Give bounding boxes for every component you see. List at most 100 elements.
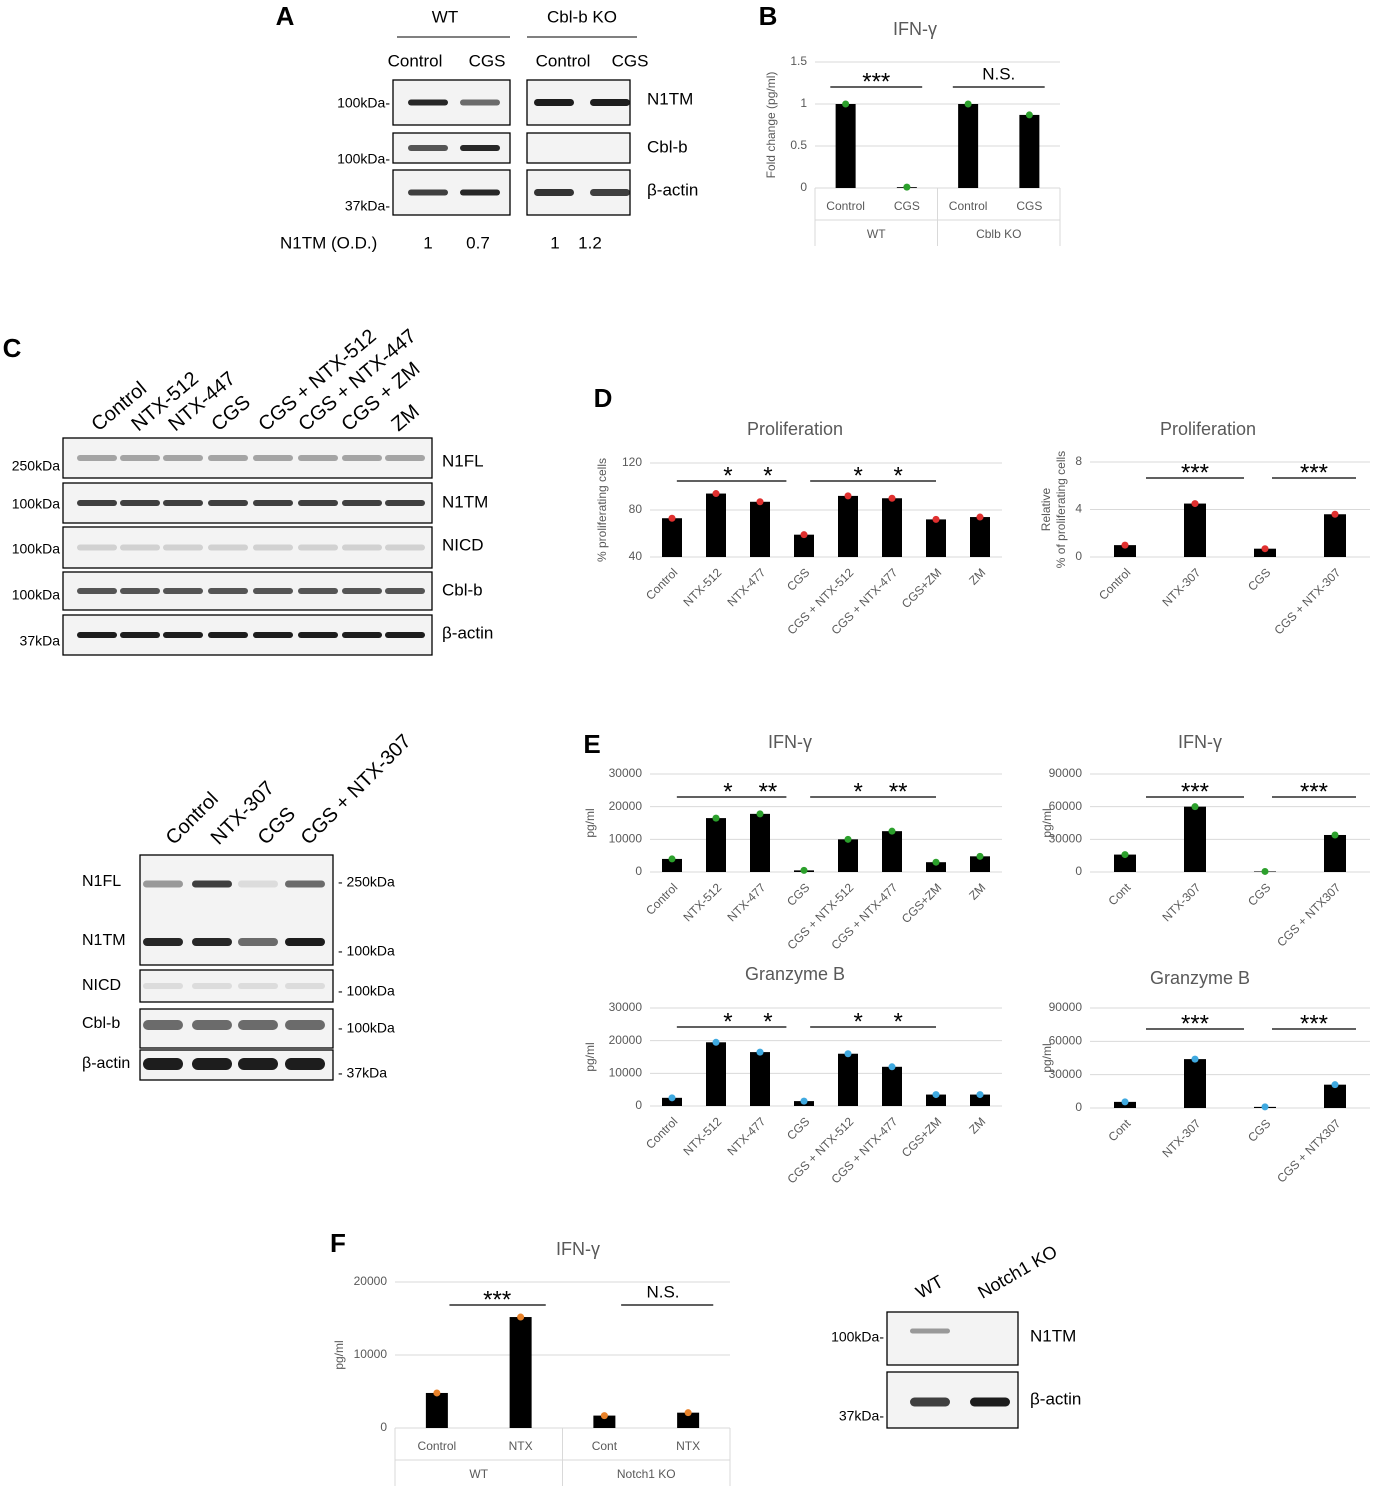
bar: [926, 519, 946, 557]
chart-title: IFN-γ: [768, 732, 812, 752]
blot-band: [120, 500, 160, 506]
significance-label: ***: [1300, 1010, 1328, 1037]
significance-label: **: [759, 778, 778, 805]
x-tick-label: NTX-512: [681, 880, 725, 924]
bar: [750, 813, 770, 872]
significance-label: ***: [1300, 459, 1328, 486]
significance-label: *: [853, 1008, 862, 1035]
x-tick-label: CGS: [784, 565, 812, 593]
blot-band: [120, 544, 160, 551]
group-label: WT: [469, 1467, 488, 1481]
chart-title: IFN-γ: [893, 19, 937, 39]
row-label: β-actin: [82, 1055, 130, 1072]
blot-band: [285, 983, 325, 989]
x-tick-label: Cont: [1106, 880, 1134, 908]
y-tick-label: 30000: [609, 1000, 643, 1014]
data-point: [1261, 1103, 1269, 1111]
x-tick-label: Cont: [592, 1439, 618, 1453]
data-point: [888, 494, 896, 502]
y-tick-label: 40: [629, 549, 643, 563]
quant-value: 0.7: [466, 233, 490, 252]
marker-label: 37kDa-: [345, 198, 390, 214]
bar: [970, 856, 990, 872]
y-tick-label: 120: [622, 455, 642, 469]
group-label: Notch1 KO: [617, 1467, 676, 1481]
data-point: [844, 492, 852, 500]
x-tick-label: Control: [1096, 565, 1133, 602]
y-tick-label: 10000: [354, 1347, 388, 1361]
blot-band: [408, 99, 448, 106]
bar: [593, 1415, 616, 1428]
blot-membrane: [886, 1311, 1019, 1366]
significance-label: ***: [1181, 778, 1209, 805]
lane-label: CGS: [469, 51, 506, 70]
y-tick-label: 20000: [609, 799, 643, 813]
data-point: [932, 1091, 940, 1099]
blot-band: [163, 632, 203, 638]
significance-label: N.S.: [646, 1282, 679, 1301]
data-point: [932, 858, 940, 866]
significance-label: ***: [1300, 778, 1328, 805]
data-point: [844, 1050, 852, 1058]
bar: [706, 818, 726, 872]
y-axis-label: Relative: [1039, 488, 1053, 532]
x-tick-label: CGS: [894, 199, 920, 213]
y-tick-label: 1: [800, 96, 807, 110]
blot-band: [342, 632, 382, 638]
blot-band: [208, 632, 248, 638]
quant-value: 1.2: [578, 233, 602, 252]
x-tick-label: Control: [949, 199, 988, 213]
marker-label: 100kDa-: [337, 151, 390, 167]
chart-title: Granzyme B: [745, 964, 845, 984]
data-point: [1331, 510, 1339, 518]
quant-value: 1: [423, 233, 432, 252]
chart-title: IFN-γ: [1178, 732, 1222, 752]
row-label: Cbl-b: [647, 137, 688, 156]
x-tick-label: NTX-512: [681, 565, 725, 609]
x-tick-label: NTX-477: [725, 1114, 769, 1158]
y-tick-label: 60000: [1049, 799, 1083, 813]
blot-band: [238, 938, 278, 946]
data-point: [932, 515, 940, 523]
marker-label: 100kDa: [12, 587, 60, 603]
lane-label: CGS + NTX-307: [297, 730, 416, 849]
blot-band: [238, 1020, 278, 1030]
blot-band: [238, 983, 278, 989]
blot-band: [120, 588, 160, 594]
y-axis-label: pg/ml: [583, 1042, 597, 1071]
data-point: [1121, 1098, 1129, 1106]
blot-band: [408, 145, 448, 151]
significance-label: *: [893, 1008, 902, 1035]
blot-band: [238, 880, 278, 888]
x-tick-label: Control: [643, 880, 680, 917]
marker-label: - 100kDa: [338, 1020, 395, 1036]
y-tick-label: 4: [1075, 502, 1082, 516]
bar: [1184, 1059, 1206, 1108]
bar: [835, 104, 856, 188]
panel-letter: D: [594, 383, 613, 413]
data-point: [668, 514, 676, 522]
blot-band: [163, 544, 203, 551]
blot-band: [163, 500, 203, 506]
x-tick-label: CGS + NTX307: [1274, 880, 1343, 949]
significance-label: *: [763, 1008, 772, 1035]
data-point: [976, 852, 984, 860]
blot-band: [143, 880, 183, 888]
data-point: [712, 1038, 720, 1046]
lane-label: Notch1 KO: [974, 1241, 1060, 1302]
y-tick-label: 0: [1075, 864, 1082, 878]
marker-label: - 100kDa: [338, 983, 395, 999]
y-axis-label: pg/ml: [332, 1340, 346, 1369]
blot-band: [163, 588, 203, 594]
y-tick-label: 0: [1075, 1100, 1082, 1114]
blot-band: [385, 588, 425, 594]
y-tick-label: 8: [1075, 454, 1082, 468]
blot-band: [460, 99, 500, 106]
data-point: [668, 855, 676, 863]
blot-band: [77, 588, 117, 594]
data-point: [1121, 541, 1129, 549]
blot-band: [253, 455, 293, 461]
blot-band: [208, 455, 248, 461]
x-tick-label: Cont: [1106, 1116, 1134, 1144]
